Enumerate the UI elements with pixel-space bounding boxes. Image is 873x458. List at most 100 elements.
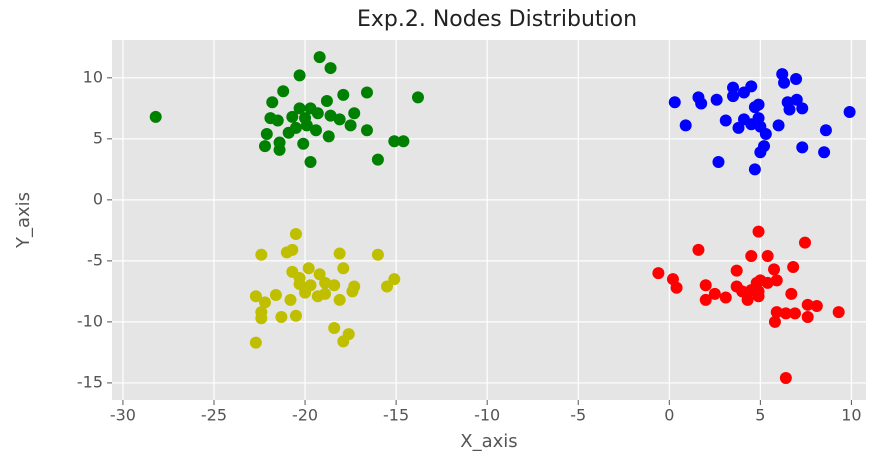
point [411, 91, 424, 104]
point [748, 163, 761, 176]
x-tick-label: -15 [383, 406, 409, 425]
point [289, 228, 302, 241]
point [668, 96, 681, 109]
point [768, 263, 781, 276]
point [249, 290, 262, 303]
point [388, 273, 401, 286]
point [752, 225, 765, 238]
point [719, 114, 732, 127]
point [337, 262, 350, 275]
point [381, 280, 394, 293]
point [843, 106, 856, 118]
point [770, 306, 783, 319]
point [297, 137, 310, 150]
y-tick-label: 0 [93, 189, 103, 208]
point [832, 306, 845, 319]
point [319, 287, 332, 300]
point [322, 130, 335, 143]
y-tick-label: -5 [87, 250, 103, 269]
x-tick-label: 5 [755, 406, 765, 425]
point [798, 236, 811, 249]
point [745, 80, 758, 93]
x-tick-label: -10 [474, 406, 500, 425]
point [286, 243, 299, 256]
point [299, 286, 312, 299]
point [319, 276, 332, 289]
point [300, 119, 313, 132]
point [255, 248, 268, 261]
point [255, 312, 268, 325]
point [745, 250, 758, 262]
point [388, 135, 401, 148]
point [761, 250, 774, 262]
point [736, 285, 749, 298]
y-tick-label: 5 [93, 128, 103, 147]
point [810, 300, 823, 313]
point [311, 107, 324, 120]
point [333, 247, 346, 260]
point [260, 127, 273, 140]
point [289, 309, 302, 322]
point [699, 293, 712, 306]
y-tick-label: -10 [77, 311, 103, 330]
point [360, 86, 373, 99]
point [293, 102, 306, 115]
point [670, 281, 683, 294]
point [282, 126, 295, 139]
point [397, 135, 410, 148]
x-tick-label: 10 [841, 406, 861, 425]
point [371, 153, 384, 166]
point [275, 311, 288, 324]
point [324, 62, 337, 75]
point [337, 88, 350, 101]
point [790, 73, 803, 86]
y-tick-label: 10 [83, 67, 103, 86]
point [801, 311, 814, 324]
point [333, 293, 346, 306]
point [304, 156, 317, 169]
point [273, 136, 286, 149]
point [346, 285, 359, 298]
point [754, 146, 767, 159]
point [652, 267, 665, 280]
chart-title: Exp.2. Nodes Distribution [357, 7, 637, 32]
point [266, 96, 279, 109]
point [149, 110, 162, 123]
point [371, 248, 384, 261]
point [768, 315, 781, 328]
point [277, 85, 290, 98]
point [313, 51, 326, 64]
plot-area [112, 40, 866, 400]
point [741, 293, 754, 306]
point [730, 264, 743, 277]
point [302, 262, 315, 275]
point [801, 298, 814, 311]
y-axis-label: Y_axis [13, 192, 34, 249]
point [819, 124, 832, 137]
point [286, 110, 299, 123]
point [293, 271, 306, 284]
point [752, 112, 765, 125]
point [348, 107, 361, 120]
point [324, 109, 337, 122]
x-tick-label: -5 [570, 406, 586, 425]
point [679, 119, 692, 132]
x-tick-label: -20 [292, 406, 318, 425]
point [284, 293, 297, 306]
x-tick-label: -25 [201, 406, 227, 425]
point [344, 119, 357, 132]
y-tick-label: -15 [77, 372, 103, 391]
point [337, 335, 350, 348]
point [258, 140, 271, 153]
point [269, 289, 282, 302]
point [313, 268, 326, 281]
point [692, 243, 705, 256]
point [778, 76, 791, 89]
point [779, 372, 792, 385]
point [727, 81, 740, 94]
point [293, 69, 306, 82]
point [727, 90, 740, 103]
point [708, 287, 721, 300]
x-tick-label: 0 [664, 406, 674, 425]
